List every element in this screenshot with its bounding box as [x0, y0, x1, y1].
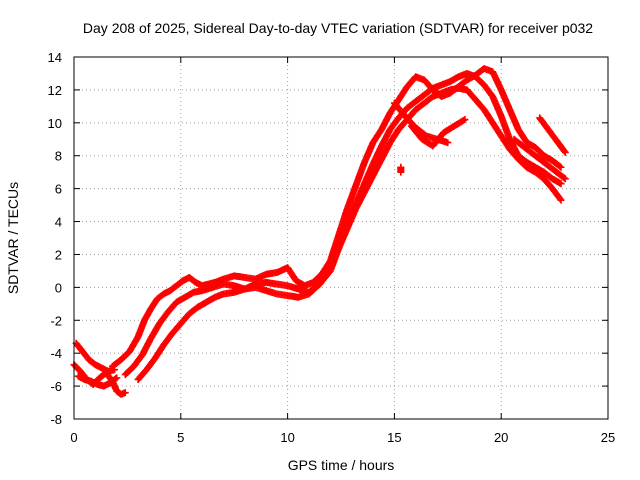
series-track-i: [536, 114, 569, 156]
data-point: [557, 196, 565, 204]
data-point: [461, 116, 469, 124]
x-tick-label: 25: [601, 430, 615, 445]
y-tick-label: 8: [55, 149, 62, 164]
y-tick-label: 14: [48, 50, 62, 65]
y-tick-label: -8: [50, 412, 62, 427]
y-axis-label: SDTVAR / TECUs: [5, 182, 21, 294]
plot-frame: [73, 56, 609, 420]
y-tick-label: 0: [55, 280, 62, 295]
data-point: [556, 162, 564, 170]
series-track-j: [510, 135, 569, 183]
y-tick-label: 6: [55, 182, 62, 197]
x-axis-ticks: 0 5 10 15 20 25: [70, 57, 615, 445]
data-point: [560, 147, 568, 155]
data-marks: [70, 65, 569, 398]
data-point: [560, 174, 568, 182]
y-tick-label: -4: [50, 346, 62, 361]
data-point: [561, 148, 569, 156]
data-point: [460, 116, 468, 124]
series-track-c: [74, 372, 121, 390]
x-axis-label: GPS time / hours: [288, 457, 395, 473]
x-tick-label: 15: [387, 430, 401, 445]
y-tick-label: 12: [48, 83, 62, 98]
data-point: [121, 389, 129, 397]
x-tick-label: 5: [177, 430, 184, 445]
series-track-b: [72, 339, 119, 375]
x-tick-label: 0: [70, 430, 77, 445]
data-point: [397, 163, 405, 171]
data-point: [556, 195, 564, 203]
y-tick-label: 2: [55, 247, 62, 262]
y-tick-label: 4: [55, 215, 62, 230]
series-track-h: [407, 116, 469, 150]
y-tick-label: 10: [48, 116, 62, 131]
y-tick-label: -6: [50, 379, 62, 394]
data-point: [557, 180, 565, 188]
x-tick-label: 10: [280, 430, 294, 445]
data-point: [557, 163, 565, 171]
chart-title: Day 208 of 2025, Sidereal Day-to-day VTE…: [83, 20, 593, 36]
series-outlier: [397, 163, 405, 176]
y-axis-ticks: -8 -6 -4 -2 0 2 4 6 8 10 12 14: [48, 50, 608, 427]
x-tick-label: 20: [494, 430, 508, 445]
series-track-f: [134, 84, 565, 384]
data-point: [112, 375, 120, 383]
y-tick-label: -2: [50, 313, 62, 328]
data-point: [113, 374, 121, 382]
data-point: [561, 175, 569, 183]
data-point: [444, 139, 452, 147]
